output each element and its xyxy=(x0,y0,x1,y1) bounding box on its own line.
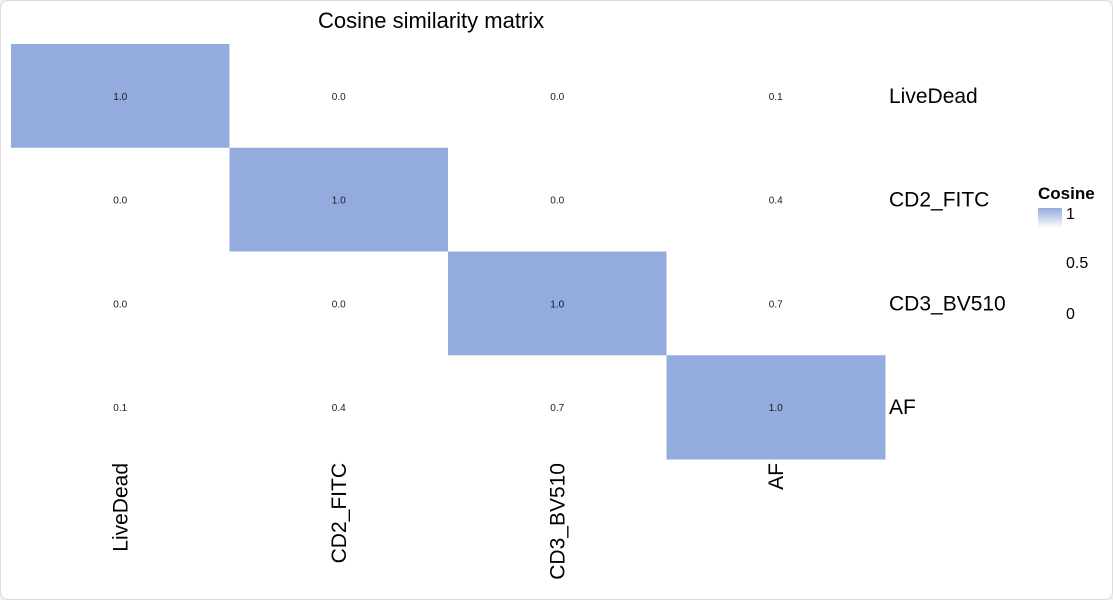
legend-tick-0: 0 xyxy=(1066,306,1075,323)
legend-tick-0.5: 0.5 xyxy=(1066,255,1089,272)
legend-color-bar xyxy=(1038,208,1062,228)
cell-value-label: 0.4 xyxy=(769,196,783,207)
cell-value-label: 0.0 xyxy=(113,299,127,310)
heatmap-cell-CD2_FITC-AF xyxy=(666,147,886,252)
heatmap-cell-CD2_FITC-CD2_FITC xyxy=(229,147,449,252)
cell-value-label: 1.0 xyxy=(113,92,127,103)
cell-value-label: 0.0 xyxy=(332,92,346,103)
cell-value-label: 0.4 xyxy=(332,403,346,414)
cell-value-label: 0.0 xyxy=(332,299,346,310)
cell-value-label: 0.7 xyxy=(769,299,783,310)
cell-value-label: 0.7 xyxy=(550,403,564,414)
heatmap-cell-CD2_FITC-LiveDead xyxy=(11,147,230,252)
heatmap-cell-CD2_FITC-CD3_BV510 xyxy=(448,147,667,252)
heatmap-cell-AF-CD3_BV510 xyxy=(448,355,667,460)
column-label-CD2_FITC: CD2_FITC xyxy=(328,463,351,563)
column-label-AF: AF xyxy=(765,463,788,490)
color-legend: Cosine 1 0.5 0 xyxy=(1038,184,1108,334)
heatmap-cell-LiveDead-CD2_FITC xyxy=(229,44,449,149)
heatmap-cell-CD3_BV510-CD2_FITC xyxy=(229,251,449,356)
heatmap-cell-CD3_BV510-LiveDead xyxy=(11,251,230,356)
row-label-LiveDead: LiveDead xyxy=(889,85,978,108)
cell-value-label: 1.0 xyxy=(550,299,564,310)
heatmap-cell-AF-AF xyxy=(666,355,886,460)
cell-value-label: 0.1 xyxy=(769,92,783,103)
row-label-CD3_BV510: CD3_BV510 xyxy=(889,292,1006,315)
heatmap-cell-LiveDead-CD3_BV510 xyxy=(448,44,667,149)
cell-value-label: 1.0 xyxy=(332,196,346,207)
cell-value-label: 0.0 xyxy=(550,196,564,207)
row-label-AF: AF xyxy=(889,396,916,419)
cell-value-label: 1.0 xyxy=(769,403,783,414)
chart-title: Cosine similarity matrix xyxy=(318,8,545,33)
legend-title: Cosine xyxy=(1038,184,1095,203)
heatmap-cell-CD3_BV510-AF xyxy=(666,251,886,356)
cell-value-label: 0.0 xyxy=(550,92,564,103)
legend-tick-1: 1 xyxy=(1066,206,1075,223)
heatmap-cell-LiveDead-AF xyxy=(666,44,886,149)
cell-value-label: 0.0 xyxy=(113,196,127,207)
cell-value-label: 0.1 xyxy=(113,403,127,414)
heatmap-cell-CD3_BV510-CD3_BV510 xyxy=(448,251,667,356)
row-label-CD2_FITC: CD2_FITC xyxy=(889,189,989,212)
heatmap-cell-LiveDead-LiveDead xyxy=(11,44,230,149)
heatmap-cell-AF-CD2_FITC xyxy=(229,355,449,460)
heatmap-cell-AF-LiveDead xyxy=(11,355,230,460)
column-label-LiveDead: LiveDead xyxy=(109,463,132,552)
column-label-CD3_BV510: CD3_BV510 xyxy=(546,463,569,580)
